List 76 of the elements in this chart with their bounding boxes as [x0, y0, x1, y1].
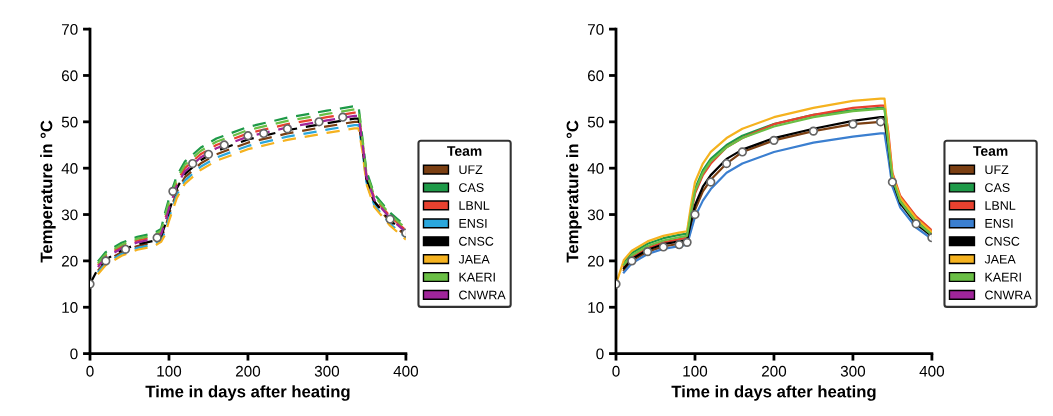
legend-label: CNWRA: [459, 290, 506, 300]
x-tick-label: 0: [612, 365, 620, 377]
y-tick-label: 60: [587, 70, 604, 82]
x-tick-label: 400: [919, 365, 945, 377]
x-tick-label: 300: [314, 365, 340, 377]
y-tick-label: 0: [70, 348, 78, 360]
x-tick-label: 300: [840, 365, 866, 377]
point: [188, 158, 198, 169]
legend-label: CAS: [985, 183, 1010, 193]
x-tick-label: 100: [157, 365, 182, 377]
point: [682, 237, 692, 247]
y-tick-label: 50: [587, 116, 604, 128]
legend-label: CNWRA: [985, 290, 1032, 300]
legend-label: UFZ: [985, 165, 1009, 175]
point: [219, 140, 229, 150]
y-tick-label: 30: [587, 209, 604, 221]
point: [385, 214, 395, 224]
x-tick-label: 0: [86, 365, 94, 377]
y-tick-label: 40: [587, 163, 604, 174]
point: [737, 147, 747, 157]
legend-label: KAERI: [985, 272, 1021, 282]
legend-label: JAEA: [984, 254, 1016, 264]
point: [282, 124, 293, 134]
legend-label: CNSC: [985, 236, 1020, 246]
point: [769, 135, 779, 146]
y-tick-label: 0: [596, 348, 604, 360]
point: [887, 177, 898, 187]
point: [243, 131, 253, 141]
x-tick-label: 400: [393, 365, 419, 377]
x-tick-label: 100: [683, 365, 708, 377]
point: [120, 244, 131, 254]
point: [674, 240, 684, 250]
point: [642, 246, 653, 257]
legend-label: LBNL: [459, 201, 490, 210]
point: [721, 158, 732, 169]
point: [152, 233, 162, 243]
point: [168, 186, 178, 196]
point: [101, 256, 111, 266]
legend-label: LBNL: [985, 201, 1016, 210]
legend-label: CNSC: [459, 236, 494, 246]
x-axis-title: Time in days after heating: [671, 385, 876, 401]
y-tick-label: 70: [61, 23, 78, 35]
y-tick-label: 10: [588, 302, 604, 313]
y-tick-label: 20: [61, 255, 78, 267]
y-axis-title: Temperature in °C: [40, 120, 56, 263]
legend-label: CAS: [459, 183, 484, 193]
x-tick-label: 200: [761, 365, 787, 377]
y-tick-label: 70: [587, 23, 604, 35]
point: [203, 149, 214, 159]
point: [658, 242, 669, 252]
y-tick-label: 40: [61, 163, 78, 174]
point: [259, 128, 269, 139]
y-tick-label: 50: [61, 116, 78, 128]
point: [314, 117, 324, 127]
point: [875, 117, 886, 127]
y-tick-label: 60: [61, 70, 78, 82]
y-tick-label: 20: [587, 255, 604, 267]
legend-title: Team: [973, 146, 1008, 156]
legend-label: UFZ: [459, 165, 483, 175]
y-axis-title: Temperature in °C: [566, 120, 582, 263]
legend-label: ENSI: [985, 218, 1013, 228]
point: [911, 219, 921, 229]
y-tick-label: 30: [61, 209, 78, 221]
point: [848, 119, 858, 129]
legend-label: KAERI: [459, 272, 495, 282]
legend-label: ENSI: [459, 218, 487, 228]
x-tick-label: 200: [235, 365, 261, 377]
legend-label: JAEA: [458, 254, 490, 264]
point: [706, 177, 716, 187]
legend-title: Team: [447, 146, 482, 156]
point: [690, 209, 700, 220]
point: [627, 256, 637, 266]
x-axis-title: Time in days after heating: [145, 385, 350, 401]
point: [808, 126, 819, 136]
y-tick-label: 10: [62, 302, 78, 313]
point: [338, 112, 348, 122]
